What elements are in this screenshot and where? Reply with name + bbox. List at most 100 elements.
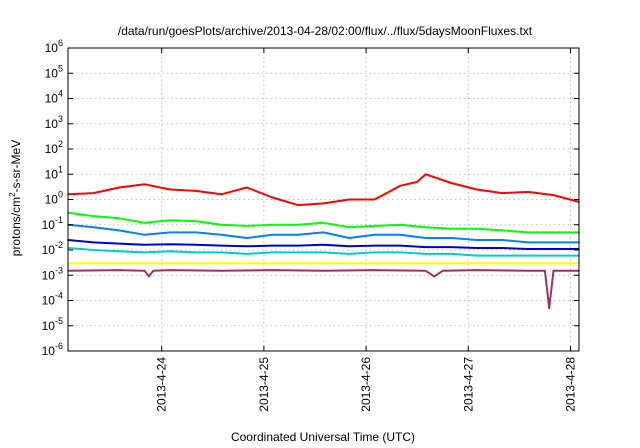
data-point [246,186,248,189]
y-tick-label-base: 10 [42,268,56,282]
y-tick-label: 103 [45,114,63,131]
data-point [92,249,95,251]
data-point [143,270,146,272]
data-point [373,262,376,265]
data-point [220,193,223,196]
y-tick-label: 106 [45,38,63,55]
data-series [67,173,580,310]
data-point [92,241,95,244]
y-axis-title-superscript: 2 [8,192,17,197]
data-point [322,202,325,205]
data-point [169,269,171,271]
data-point [501,239,504,241]
series-line [67,269,579,310]
data-point [271,196,274,199]
data-point [322,231,325,234]
data-point [271,269,274,271]
data-point [424,270,427,272]
data-point [118,217,120,220]
data-point [450,182,453,184]
data-point [552,270,555,272]
y-tick-label-base: 10 [45,41,59,55]
data-point [169,231,171,234]
y-tick-label-base: 10 [42,319,56,333]
data-point [416,181,419,183]
y-tick-label-exponent: 4 [58,89,63,99]
data-point [399,251,402,254]
data-point [118,269,120,271]
y-tick-label: 10-1 [42,215,63,232]
data-point [450,237,453,239]
y-tick-label: 102 [45,139,63,156]
data-point [297,251,299,254]
data-point [527,241,529,244]
data-point [476,262,478,265]
data-point [424,173,427,176]
data-point [527,191,529,193]
data-point [501,254,504,257]
data-point [169,262,171,265]
data-point [501,229,504,232]
data-point [271,224,274,226]
data-point [552,231,555,234]
data-point [373,251,376,254]
data-point [544,270,546,272]
series-1 [67,211,580,234]
data-point [246,225,248,227]
y-tick-label-base: 10 [42,294,56,308]
y-tick-label-exponent: 3 [58,114,63,124]
data-point [297,204,299,206]
data-point [143,244,146,246]
y-tick-label-exponent: 6 [58,38,63,48]
data-point [348,226,350,228]
x-axis-ticks: 2013-4-24 2013-4-25 2013-4-26 2013-4-27 2013… [155,48,577,412]
data-point [373,198,376,201]
data-point [348,198,350,201]
data-point [195,231,197,234]
data-point [297,244,299,247]
y-tick-label-base: 10 [42,344,56,358]
data-point [152,270,154,272]
y-tick-label-exponent: -5 [55,316,63,326]
data-point [246,237,248,239]
y-tick-label: 10-3 [42,265,63,282]
data-point [348,245,350,248]
data-point [169,250,171,252]
x-tick-label: 2013-4-24 [155,357,169,412]
y-tick-label-exponent: 0 [58,190,63,200]
y-axis-ticks: 10-610-510-410-310-210-11001011021031041… [42,38,579,358]
data-point [169,243,171,245]
x-axis-title: Coordinated Universal Time (UTC) [231,430,415,444]
y-tick-label-base: 10 [45,142,59,156]
series-line [67,173,580,207]
y-tick-label-exponent: -2 [55,240,63,250]
y-tick-label-exponent: -3 [55,265,63,275]
data-point [527,254,529,257]
data-point [271,262,274,265]
data-point [148,275,150,278]
data-point [118,186,120,189]
y-tick-label: 104 [45,89,63,106]
data-point [552,254,555,257]
data-point [552,194,555,196]
data-point [271,244,274,247]
data-point [424,246,427,248]
data-point [246,245,248,248]
data-point [143,222,146,224]
y-tick-label-base: 10 [45,193,59,207]
data-point [552,248,555,250]
y-axis-title-suffix: -s-sr-MeV [9,140,23,193]
data-point [373,244,376,247]
series-0 [67,173,580,207]
y-axis-title: protons/cm2-s-sr-MeV [8,140,23,256]
series-2 [67,223,580,244]
data-point [271,251,274,254]
data-point [220,224,223,226]
data-point [476,269,478,271]
data-point [548,307,550,309]
data-point [441,270,444,272]
data-point [527,270,529,272]
y-tick-label-base: 10 [42,243,56,257]
data-point [476,227,478,230]
y-tick-label-exponent: 2 [58,139,63,149]
